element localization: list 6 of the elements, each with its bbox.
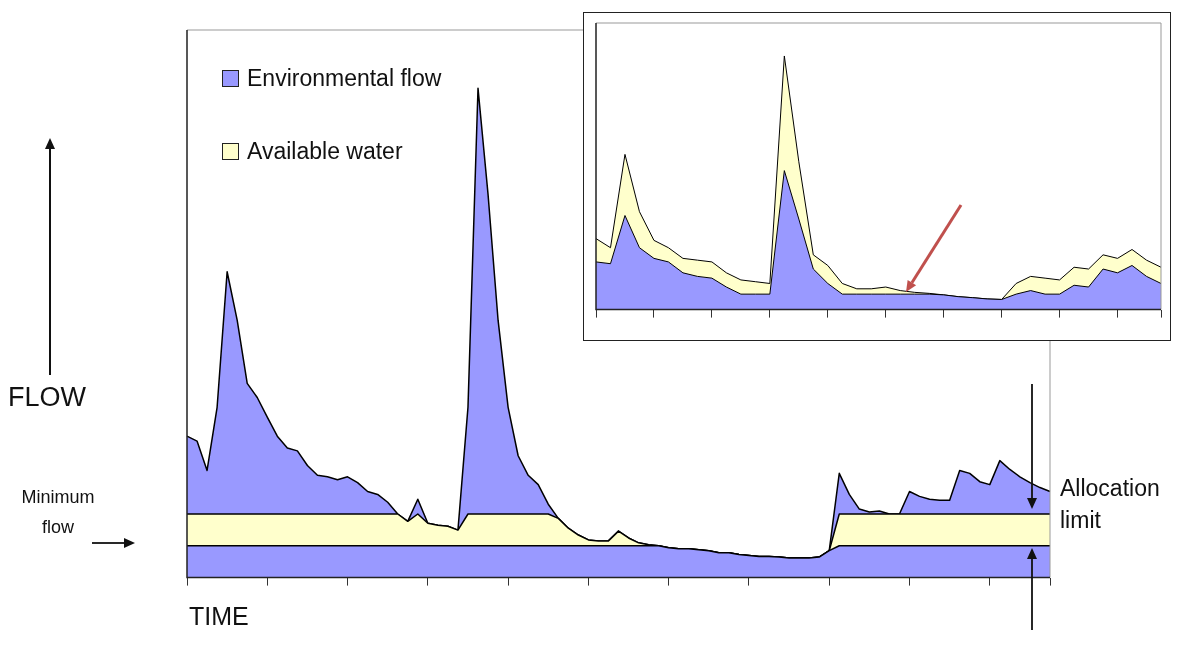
legend-label: Available water	[247, 138, 403, 165]
x-axis-title: TIME	[189, 601, 249, 631]
text: Minimum flow	[20, 485, 96, 539]
legend-label: Environmental flow	[247, 65, 442, 92]
y-axis-title: FLOW	[8, 382, 86, 413]
text: Allocation limit	[1060, 473, 1161, 535]
